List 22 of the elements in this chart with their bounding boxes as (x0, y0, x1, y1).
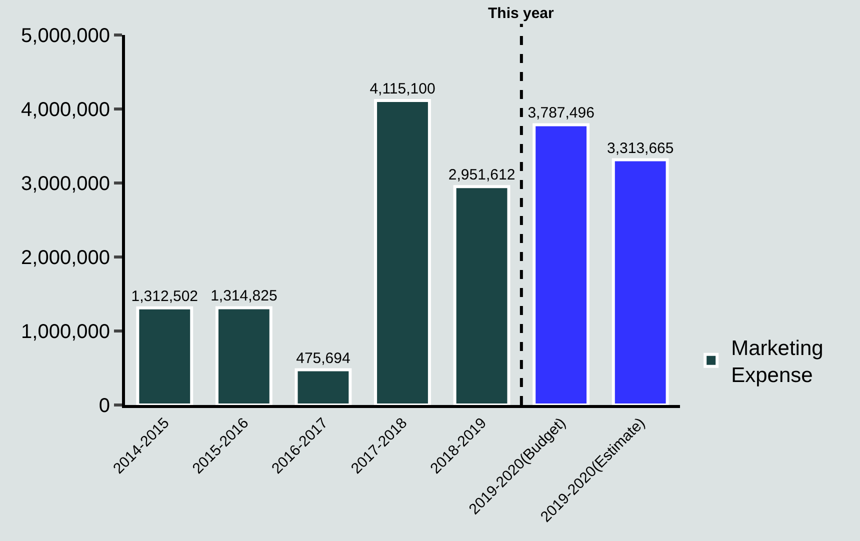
text: This year (488, 5, 554, 22)
y-tick-label: 4,000,000 (21, 99, 110, 121)
bar (294, 368, 352, 405)
bar (136, 306, 194, 405)
data-label: 2,951,612 (448, 166, 516, 184)
data-label: 1,314,825 (210, 288, 278, 305)
bar (612, 158, 669, 405)
data-label: 4,115,100 (370, 80, 436, 98)
bar (374, 98, 431, 405)
y-tick-label: 1,000,000 (21, 321, 110, 343)
y-tick-label: 5,000,000 (21, 25, 110, 47)
legend-label: Marketing Expense (731, 336, 824, 388)
y-tick-label: 3,000,000 (21, 173, 110, 195)
data-label: 1,312,502 (131, 288, 198, 305)
y-tick-label: 2,000,000 (21, 247, 110, 269)
data-label: 3,313,665 (606, 140, 674, 157)
data-label: 475,694 (296, 350, 350, 367)
y-tick-label: 0 (98, 395, 110, 417)
bar (453, 185, 510, 405)
bar (532, 123, 590, 405)
bar (215, 306, 272, 405)
data-label: 3,787,496 (528, 104, 594, 122)
